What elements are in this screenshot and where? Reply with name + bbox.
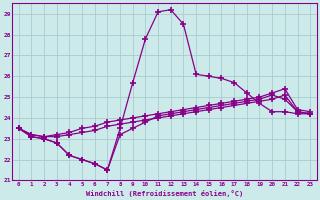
- X-axis label: Windchill (Refroidissement éolien,°C): Windchill (Refroidissement éolien,°C): [86, 190, 243, 197]
